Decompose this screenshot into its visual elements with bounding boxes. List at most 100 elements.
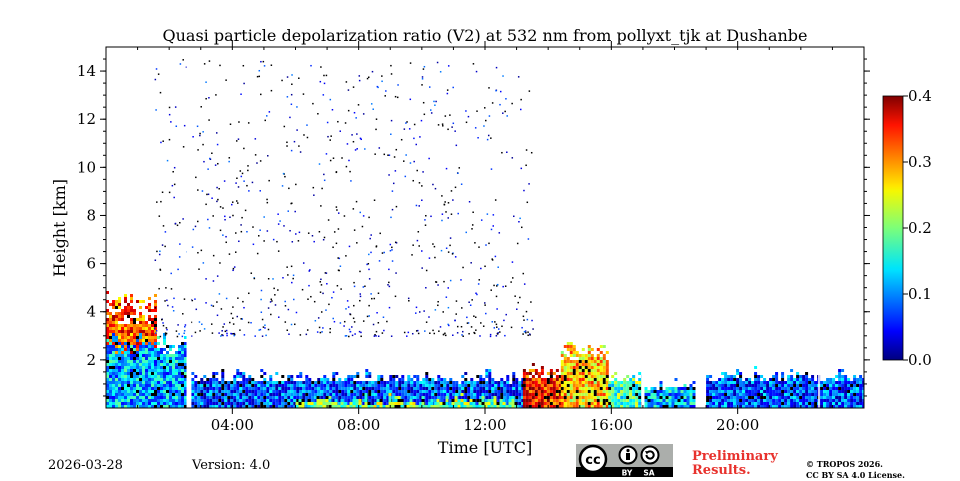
data-pixel	[721, 381, 725, 384]
data-pixel	[340, 399, 344, 402]
noise-pixel	[130, 372, 133, 375]
noise-pixel	[133, 351, 136, 354]
data-pixel	[721, 405, 725, 408]
data-pixel	[593, 375, 597, 378]
sparse-pixel	[252, 243, 255, 246]
data-pixel	[742, 399, 746, 402]
data-pixel	[121, 363, 124, 366]
data-pixel	[127, 306, 130, 309]
data-pixel	[485, 393, 489, 396]
sparse-pixel	[474, 316, 477, 319]
data-pixel	[528, 402, 532, 405]
data-pixel	[578, 387, 582, 390]
data-pixel	[397, 396, 401, 399]
data-pixel	[847, 396, 851, 399]
data-pixel	[712, 405, 716, 408]
data-pixel	[109, 360, 112, 363]
data-pixel	[218, 390, 222, 393]
data-pixel	[434, 387, 438, 390]
data-pixel	[602, 387, 606, 390]
noise-pixel	[287, 378, 291, 381]
data-pixel	[434, 384, 438, 387]
sparse-pixel	[199, 330, 201, 332]
data-pixel	[290, 387, 294, 390]
noise-pixel	[662, 405, 666, 408]
data-pixel	[106, 363, 109, 366]
data-pixel	[121, 309, 124, 312]
data-pixel	[239, 396, 243, 399]
sparse-pixel	[321, 187, 323, 190]
noise-pixel	[203, 384, 207, 387]
noise-pixel	[575, 396, 579, 399]
sparse-pixel	[192, 136, 194, 138]
noise-pixel	[781, 378, 785, 381]
data-pixel	[145, 402, 148, 405]
data-pixel	[540, 369, 544, 372]
data-pixel	[112, 321, 115, 324]
data-pixel	[329, 384, 333, 387]
data-pixel	[835, 402, 839, 405]
data-pixel	[479, 387, 483, 390]
sparse-pixel	[248, 190, 250, 192]
noise-pixel	[181, 372, 184, 375]
sparse-pixel	[358, 330, 361, 333]
sparse-pixel	[263, 65, 266, 67]
data-pixel	[715, 387, 719, 390]
data-pixel	[347, 399, 351, 402]
data-pixel	[130, 327, 133, 330]
data-pixel	[620, 387, 624, 390]
data-pixel	[485, 387, 489, 390]
data-pixel	[844, 390, 848, 393]
data-pixel	[563, 399, 567, 402]
noise-pixel	[151, 372, 154, 375]
data-pixel	[124, 309, 127, 312]
sparse-pixel	[381, 80, 383, 83]
data-pixel	[566, 348, 570, 351]
data-pixel	[590, 357, 594, 360]
sparse-pixel	[168, 191, 171, 194]
noise-pixel	[472, 399, 476, 402]
data-pixel	[537, 390, 541, 393]
sparse-pixel	[244, 209, 247, 212]
data-pixel	[115, 363, 118, 366]
data-pixel	[394, 399, 398, 402]
data-pixel	[502, 405, 506, 408]
data-pixel	[332, 387, 336, 390]
sparse-pixel	[290, 265, 293, 268]
data-pixel	[163, 336, 166, 339]
sparse-pixel	[383, 153, 386, 156]
data-pixel	[500, 384, 504, 387]
noise-pixel	[528, 405, 532, 408]
data-pixel	[184, 393, 187, 396]
data-pixel	[377, 375, 381, 378]
data-pixel	[820, 384, 824, 387]
data-pixel	[593, 405, 597, 408]
data-pixel	[335, 372, 339, 375]
sparse-pixel	[394, 170, 397, 172]
sparse-pixel	[318, 230, 321, 233]
sparse-pixel	[457, 212, 459, 215]
data-pixel	[605, 381, 609, 384]
data-pixel	[329, 393, 333, 396]
data-pixel	[151, 339, 154, 342]
sparse-pixel	[498, 232, 501, 234]
sparse-pixel	[208, 60, 211, 62]
data-pixel	[712, 399, 716, 402]
data-pixel	[781, 372, 785, 375]
data-pixel	[130, 363, 133, 366]
data-pixel	[590, 381, 594, 384]
data-pixel	[832, 396, 836, 399]
data-pixel	[172, 366, 175, 369]
sparse-pixel	[381, 332, 384, 334]
data-pixel	[376, 399, 380, 402]
data-pixel	[133, 390, 136, 393]
sparse-pixel	[247, 165, 249, 167]
data-pixel	[481, 396, 485, 399]
sparse-pixel	[470, 262, 472, 264]
data-pixel	[215, 372, 219, 375]
data-pixel	[224, 399, 228, 402]
sparse-pixel	[356, 242, 358, 244]
data-pixel	[494, 384, 498, 387]
noise-pixel	[451, 399, 455, 402]
data-pixel	[133, 324, 136, 327]
